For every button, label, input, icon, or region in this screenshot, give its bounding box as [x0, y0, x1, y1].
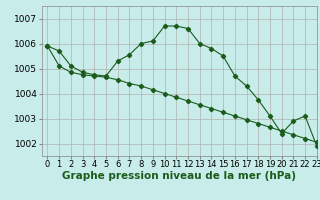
X-axis label: Graphe pression niveau de la mer (hPa): Graphe pression niveau de la mer (hPa)	[62, 171, 296, 181]
